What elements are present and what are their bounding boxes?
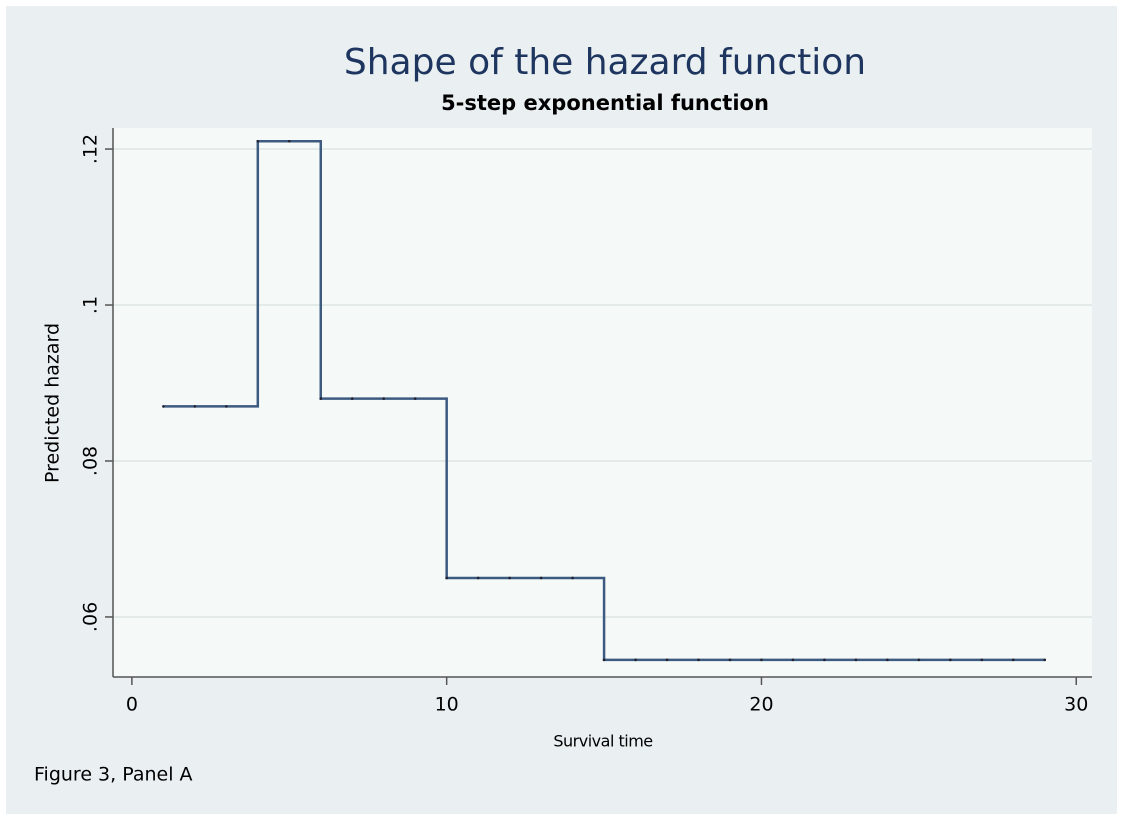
data-point [1012, 658, 1015, 662]
note: Figure 3, Panel A [34, 764, 193, 786]
y-tick-label: .1 [80, 296, 102, 314]
data-point [508, 576, 511, 580]
data-point [854, 658, 858, 662]
x-tick-label: 0 [126, 694, 138, 716]
data-point [728, 658, 732, 662]
x-tick-label: 10 [435, 694, 459, 716]
data-point [665, 658, 669, 662]
data-point [823, 658, 826, 662]
chart-subtitle: 5-step exponential function [441, 91, 769, 115]
data-point [917, 658, 921, 662]
y-tick-label: .12 [80, 134, 102, 164]
chart-title: Shape of the hazard function [344, 42, 866, 83]
data-point [634, 658, 637, 662]
data-point [539, 576, 543, 580]
data-point [382, 397, 386, 400]
data-point [162, 405, 165, 408]
data-point [225, 405, 228, 408]
data-point [886, 658, 889, 662]
x-tick-label: 20 [749, 694, 773, 716]
data-point [602, 658, 606, 662]
data-point [697, 658, 700, 662]
data-point [949, 658, 952, 662]
data-point [413, 397, 417, 400]
data-point [193, 405, 197, 408]
data-point [476, 576, 480, 580]
data-point [445, 576, 448, 580]
data-point [760, 658, 763, 662]
y-tick-label: .08 [80, 446, 102, 476]
x-axis-title: Survival time [553, 732, 652, 751]
data-point [980, 658, 984, 662]
y-axis-title: Predicted hazard [42, 323, 64, 483]
y-tick-label: .06 [80, 602, 102, 632]
plot-area [113, 128, 1092, 677]
data-point [791, 658, 795, 662]
data-point [571, 576, 574, 580]
data-point [287, 139, 291, 143]
x-tick-label: 30 [1064, 694, 1088, 716]
data-point [350, 397, 354, 400]
data-point [1043, 658, 1047, 662]
data-point [256, 139, 260, 143]
data-point [319, 397, 323, 400]
